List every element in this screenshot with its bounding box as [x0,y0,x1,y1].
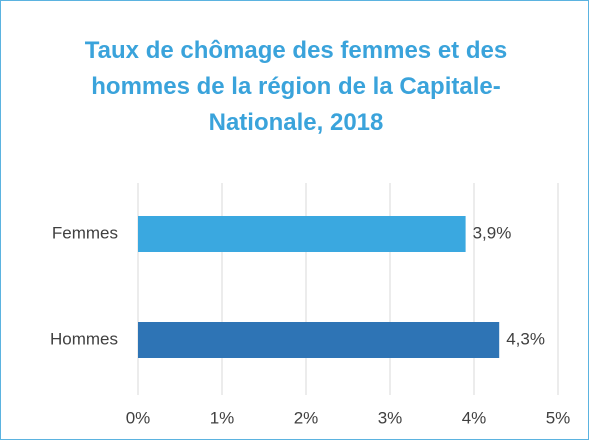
value-label: 3,9% [473,223,512,242]
x-tick-label: 5% [546,408,571,427]
x-tick-label: 1% [210,408,235,427]
y-tick-label: Femmes [52,223,118,242]
bar [138,216,466,252]
x-tick-label: 4% [462,408,487,427]
y-tick-label: Hommes [50,329,118,348]
x-tick-label: 2% [294,408,319,427]
x-tick-label: 0% [126,408,151,427]
value-label: 4,3% [506,329,545,348]
chart-title: Taux de chômage des femmes et des hommes… [84,37,508,136]
x-tick-label: 3% [378,408,403,427]
bar [138,322,500,358]
